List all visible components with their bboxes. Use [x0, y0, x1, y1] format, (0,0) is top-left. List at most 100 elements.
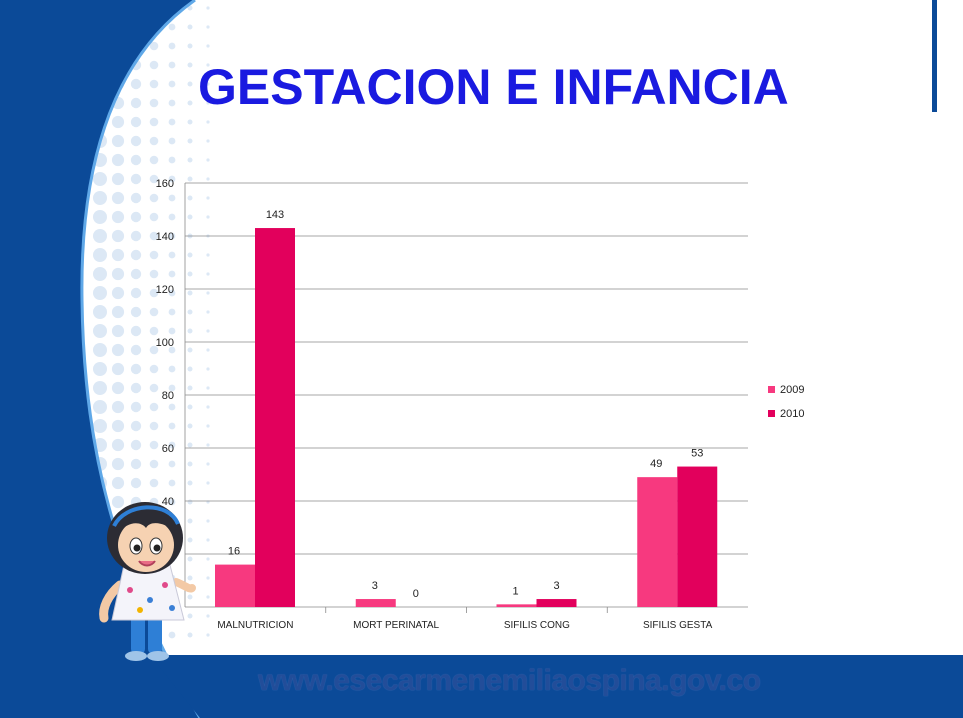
- mascot-arm-right: [172, 578, 196, 593]
- data-label: 16: [228, 546, 240, 558]
- decorative-dot: [168, 251, 176, 259]
- y-tick-label: 40: [162, 496, 174, 508]
- decorative-dot: [130, 116, 142, 128]
- decorative-dot: [149, 117, 159, 127]
- decorative-dot: [187, 404, 193, 410]
- decorative-dot: [206, 519, 210, 523]
- bar-2009-malnutricion: [215, 564, 255, 607]
- decorative-dot: [111, 229, 125, 243]
- decorative-dot: [130, 268, 142, 280]
- decorative-dot: [187, 366, 193, 372]
- decorative-dot: [168, 384, 176, 392]
- data-label: 3: [372, 580, 378, 592]
- mascot-leg-left: [131, 612, 145, 654]
- decorative-dot: [149, 269, 159, 279]
- decorative-dot: [206, 462, 210, 466]
- decorative-dot: [187, 461, 193, 467]
- decorative-dot: [149, 79, 159, 89]
- decorative-dot: [187, 100, 193, 106]
- x-axis-ticks: MALNUTRICION MORT PERINATAL SIFILIS CONG SI…: [217, 620, 712, 631]
- decorative-dot: [168, 631, 176, 639]
- bottom-blue-band: [150, 655, 963, 718]
- decorative-dot: [149, 326, 159, 336]
- slide-title: GESTACION E INFANCIA: [198, 59, 789, 115]
- mascot-face: [118, 518, 174, 572]
- y-tick-label: 160: [156, 178, 174, 190]
- decorative-dot: [93, 343, 107, 357]
- decorative-dot: [168, 346, 176, 354]
- decorative-dot: [206, 557, 210, 561]
- decorative-dot: [149, 345, 159, 355]
- decorative-dot: [130, 363, 142, 375]
- decorative-dot: [206, 481, 210, 485]
- mascot-leg-right: [148, 612, 162, 654]
- decorative-dot: [187, 271, 193, 277]
- decorative-dot: [130, 249, 142, 261]
- decorative-dot: [168, 308, 176, 316]
- decorative-dot: [130, 306, 142, 318]
- decorative-dot: [168, 460, 176, 468]
- decorative-dot: [206, 253, 210, 257]
- decorative-dot: [168, 213, 176, 221]
- decorative-dot: [111, 324, 125, 338]
- mascot-arm-left: [99, 580, 125, 623]
- decorative-dot: [111, 343, 125, 357]
- decorative-dot: [111, 476, 125, 490]
- decorative-dot: [187, 62, 193, 68]
- bar-2009-sifilis-cong: [496, 604, 537, 607]
- decorative-dot: [168, 99, 176, 107]
- decorative-dot: [168, 441, 176, 449]
- decorative-dot: [130, 78, 142, 90]
- decorative-dot: [111, 267, 125, 281]
- left-blue-band: [0, 0, 200, 718]
- legend-label: 2009: [780, 384, 804, 396]
- decorative-dot: [149, 421, 159, 431]
- y-tick-label: 120: [156, 284, 174, 296]
- decorative-dot: [93, 248, 107, 262]
- decorative-dot: [206, 614, 210, 618]
- decorative-dot: [149, 41, 159, 51]
- decorative-dot: [111, 362, 125, 376]
- decorative-dot: [93, 381, 107, 395]
- decorative-dot: [206, 139, 210, 143]
- decorative-dot: [187, 195, 193, 201]
- decorative-dot: [168, 232, 176, 240]
- decorative-dot: [130, 477, 142, 489]
- decorative-dot: [187, 157, 193, 163]
- decorative-dot: [111, 400, 125, 414]
- y-tick-label: 80: [162, 390, 174, 402]
- decorative-dot: [187, 309, 193, 315]
- decorative-dot: [111, 286, 125, 300]
- decorative-dot: [168, 327, 176, 335]
- decorative-dot: [206, 215, 210, 219]
- decorative-dot: [206, 272, 210, 276]
- decorative-dot: [187, 556, 193, 562]
- decorative-dot: [93, 400, 107, 414]
- decorative-dot: [206, 158, 210, 162]
- decorative-dot: [111, 248, 125, 262]
- decorative-dot: [149, 383, 159, 393]
- chart-bars: [215, 228, 718, 608]
- data-label: 143: [266, 209, 284, 221]
- dress-dot: [137, 607, 143, 613]
- decorative-dot: [187, 328, 193, 334]
- mascot-pupil: [133, 544, 141, 552]
- decorative-dot: [187, 290, 193, 296]
- decorative-dot: [206, 424, 210, 428]
- decorative-dot: [187, 43, 193, 49]
- decorative-dot: [187, 81, 193, 87]
- x-tick-label: SIFILIS CONG: [504, 620, 570, 631]
- decorative-dot: [130, 439, 142, 451]
- mascot-bangs: [118, 513, 175, 535]
- decorative-dot: [206, 25, 210, 29]
- chart-data-labels: 16 143 3 0 1 3 49 53: [228, 209, 704, 600]
- decorative-dot: [149, 60, 159, 70]
- decorative-dot: [187, 252, 193, 258]
- decorative-dot: [187, 5, 193, 11]
- decorative-dot: [149, 155, 159, 165]
- decorative-dot: [187, 214, 193, 220]
- decorative-dot: [111, 172, 125, 186]
- decorative-dot: [168, 479, 176, 487]
- decorative-dot: [111, 115, 125, 129]
